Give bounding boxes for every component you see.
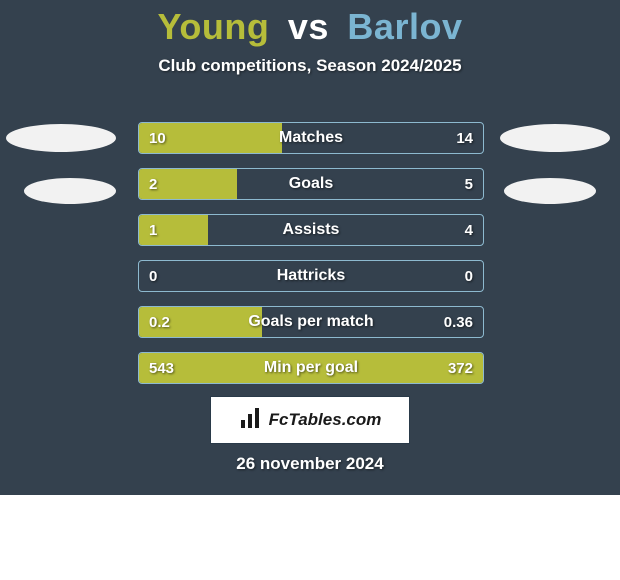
title-player2: Barlov (347, 6, 462, 47)
stat-value-right: 5 (455, 169, 483, 199)
stat-row: 0.2Goals per match0.36 (138, 306, 484, 338)
footer-date: 26 november 2024 (0, 454, 620, 474)
subtitle: Club competitions, Season 2024/2025 (0, 56, 620, 76)
avatar-placeholder-right (500, 124, 610, 152)
bars-icon (239, 406, 263, 435)
stat-label: Goals (139, 169, 483, 199)
avatar-placeholder-left (6, 124, 116, 152)
page-title: Young vs Barlov (0, 0, 620, 48)
title-vs: vs (288, 6, 329, 47)
title-player1: Young (158, 6, 270, 47)
comparison-panel: Young vs Barlov Club competitions, Seaso… (0, 0, 620, 495)
stat-label: Matches (139, 123, 483, 153)
stat-rows: 10Matches14 2Goals5 1Assists4 0Hattricks0 0.… (138, 122, 484, 398)
teamlogo-placeholder-left (24, 178, 116, 204)
stat-row: 0Hattricks0 (138, 260, 484, 292)
stat-label: Assists (139, 215, 483, 245)
stat-row: 2Goals5 (138, 168, 484, 200)
stat-value-right: 14 (446, 123, 483, 153)
stat-label: Goals per match (139, 307, 483, 337)
brand-text: FcTables.com (269, 410, 382, 430)
stat-row: 1Assists4 (138, 214, 484, 246)
stat-value-right: 4 (455, 215, 483, 245)
stat-value-right: 372 (438, 353, 483, 383)
teamlogo-placeholder-right (504, 178, 596, 204)
stat-value-right: 0 (455, 261, 483, 291)
stat-row: 10Matches14 (138, 122, 484, 154)
brand-badge[interactable]: FcTables.com (210, 396, 410, 444)
stat-label: Hattricks (139, 261, 483, 291)
stat-label: Min per goal (139, 353, 483, 383)
stat-row: 543Min per goal372 (138, 352, 484, 384)
stat-value-right: 0.36 (434, 307, 483, 337)
